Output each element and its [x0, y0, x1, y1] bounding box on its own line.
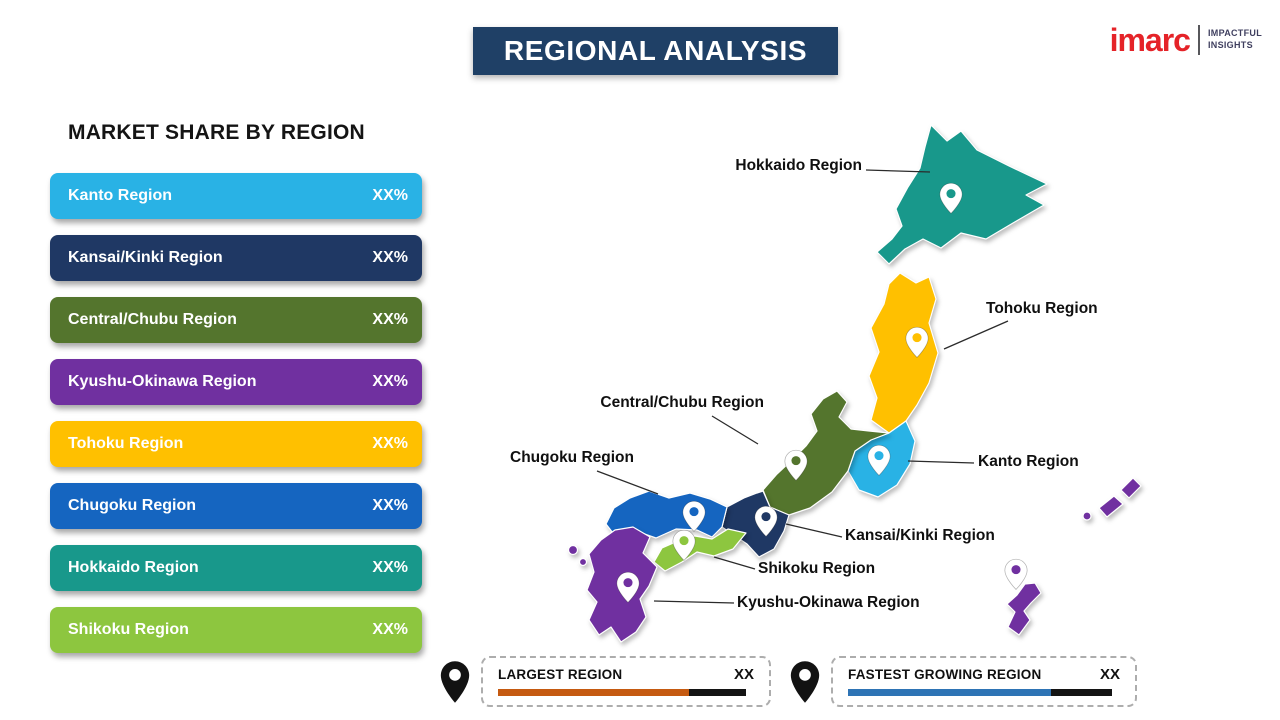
map-pins — [616, 182, 1028, 603]
map-label-kanto: Kanto Region — [978, 453, 1079, 470]
connector-kanto — [907, 460, 975, 464]
legend-largest-label: LARGEST REGION — [498, 667, 623, 682]
map-pin-kyushu — [616, 571, 640, 603]
label-connectors — [596, 169, 1009, 604]
map-pin-kanto — [867, 444, 891, 476]
region-label: Central/Chubu Region — [68, 311, 237, 328]
legend-largest-value: XX — [733, 666, 754, 683]
imarc-logo: imarc IMPACTFUL INSIGHTS — [1110, 24, 1262, 56]
map-label-chugoku: Chugoku Region — [510, 449, 634, 466]
map-island-okinawa-chain-2 — [1098, 495, 1124, 518]
legend-largest-region: LARGEST REGION XX — [438, 656, 771, 707]
legend-fastest-bar-color — [848, 689, 1052, 696]
region-label: Kyushu-Okinawa Region — [68, 373, 257, 390]
region-label: Tohoku Region — [68, 435, 184, 452]
market-share-list: Kanto Region XX% Kansai/Kinki Region XX%… — [50, 173, 422, 669]
connector-tohoku — [943, 320, 1009, 350]
map-island-amakusa — [578, 557, 588, 567]
logo-tagline-line2: INSIGHTS — [1207, 40, 1253, 50]
page-title-box: REGIONAL ANALYSIS — [473, 27, 838, 75]
map-label-kyushu: Kyushu-Okinawa Region — [737, 594, 920, 611]
map-region-tohoku — [868, 272, 939, 434]
page-title: REGIONAL ANALYSIS — [503, 35, 808, 66]
legend-largest-bar-end — [689, 689, 747, 696]
region-label: Hokkaido Region — [68, 559, 199, 576]
connector-kansai — [785, 523, 843, 538]
logo-divider — [1197, 25, 1200, 55]
market-share-bar-kansai: Kansai/Kinki Region XX% — [50, 235, 422, 281]
market-share-bar-hokkaido: Hokkaido Region XX% — [50, 545, 422, 591]
legend-fastest-box: FASTEST GROWING REGION XX — [831, 656, 1137, 707]
legend-largest-box: LARGEST REGION XX — [481, 656, 771, 707]
imarc-logo-text: imarc — [1109, 22, 1191, 58]
market-share-bar-tohoku: Tohoku Region XX% — [50, 421, 422, 467]
connector-shikoku — [713, 556, 756, 570]
map-pin-kansai — [754, 505, 778, 537]
map-pin-tohoku — [905, 326, 929, 358]
market-share-bar-chugoku: Chugoku Region XX% — [50, 483, 422, 529]
map-label-shikoku: Shikoku Region — [758, 560, 876, 577]
market-share-bar-kanto: Kanto Region XX% — [50, 173, 422, 219]
region-value: XX% — [372, 621, 408, 638]
region-label: Chugoku Region — [68, 497, 196, 514]
location-pin-icon — [790, 660, 820, 703]
connector-chugoku — [596, 470, 659, 495]
legend-largest-bar — [498, 689, 747, 696]
map-pin-chubu — [784, 449, 808, 481]
legend-fastest-region: FASTEST GROWING REGION XX — [788, 656, 1137, 707]
map-label-tohoku: Tohoku Region — [986, 300, 1098, 317]
map-island-okinawa-chain-1 — [1120, 477, 1142, 499]
map-pin-hokkaido — [939, 182, 963, 214]
map-region-shikoku — [653, 528, 747, 572]
connector-kyushu — [653, 600, 735, 604]
legend-fastest-label: FASTEST GROWING REGION — [848, 667, 1042, 682]
connector-hokkaido — [865, 169, 931, 173]
legend-fastest-value: XX — [1099, 666, 1120, 683]
region-value: XX% — [372, 311, 408, 328]
region-value: XX% — [372, 187, 408, 204]
market-share-bar-shikoku: Shikoku Region XX% — [50, 607, 422, 653]
market-share-bar-chubu: Central/Chubu Region XX% — [50, 297, 422, 343]
region-label: Kansai/Kinki Region — [68, 249, 223, 266]
map-label-hokkaido: Hokkaido Region — [735, 157, 862, 174]
map-pin-chugoku — [682, 500, 706, 532]
region-label: Kanto Region — [68, 187, 172, 204]
map-pin-shikoku — [672, 529, 696, 561]
connector-chubu — [711, 415, 759, 445]
map-pin-okinawa — [1004, 558, 1028, 590]
region-value: XX% — [372, 249, 408, 266]
legend-fastest-bar — [848, 689, 1112, 696]
region-value: XX% — [372, 497, 408, 514]
market-share-bar-kyushu-okinawa: Kyushu-Okinawa Region XX% — [50, 359, 422, 405]
map-island-okinawa-chain-3 — [1082, 511, 1092, 521]
map-island-goto — [567, 544, 579, 556]
logo-tagline-line1: IMPACTFUL — [1207, 28, 1262, 39]
logo-tagline: IMPACTFUL INSIGHTS — [1208, 28, 1262, 51]
region-value: XX% — [372, 373, 408, 390]
map-label-chubu: Central/Chubu Region — [600, 394, 764, 411]
map-island-okinawa-main — [1006, 582, 1042, 636]
location-pin-icon — [440, 660, 470, 703]
region-value: XX% — [372, 559, 408, 576]
region-label: Shikoku Region — [68, 621, 189, 638]
map-label-kansai: Kansai/Kinki Region — [845, 527, 995, 544]
region-value: XX% — [372, 435, 408, 452]
market-share-heading: MARKET SHARE BY REGION — [68, 121, 365, 144]
legend-largest-bar-color — [498, 689, 690, 696]
legend-fastest-bar-end — [1051, 689, 1112, 696]
